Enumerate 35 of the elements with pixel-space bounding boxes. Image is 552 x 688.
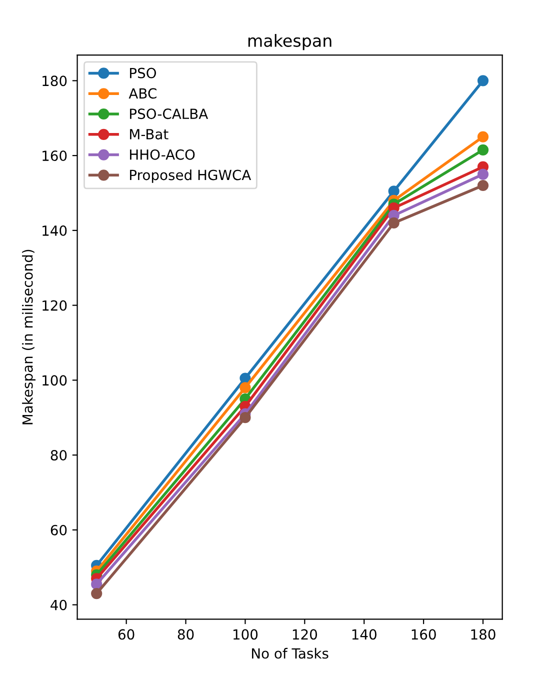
x-tick-label: 100 <box>233 629 258 640</box>
x-tick-label: 160 <box>412 629 436 640</box>
y-tick-label: 40 <box>50 600 67 610</box>
y-tick-label: 80 <box>50 450 67 461</box>
point <box>91 588 102 600</box>
legend-label: HHO-ACO <box>130 149 195 160</box>
legend-label: M-Bat <box>130 129 168 140</box>
y-tick-label: 160 <box>42 150 67 162</box>
point <box>477 75 489 86</box>
x-tick-label: 140 <box>352 629 376 640</box>
point <box>240 412 251 424</box>
x-tick-label: 180 <box>471 629 496 640</box>
chart-title: makespan <box>248 34 332 50</box>
point <box>477 180 489 192</box>
y-tick-label: 120 <box>42 300 67 311</box>
x-axis-title: No of Tasks <box>252 648 328 659</box>
point <box>477 144 489 156</box>
y-axis-title: Makespan (in milisecond) <box>22 250 36 424</box>
point <box>477 168 489 180</box>
y-tick-label: 140 <box>42 225 67 236</box>
legend-label: PSO-CALBA <box>130 108 208 120</box>
y-tick-label: 180 <box>42 76 67 86</box>
legend-label: ABC <box>128 88 156 99</box>
point <box>91 578 102 590</box>
x-tick-label: 80 <box>178 629 194 640</box>
point <box>388 186 400 197</box>
point <box>240 382 251 394</box>
y-tick-label: 100 <box>42 375 67 386</box>
legend-label: Proposed HGWCA <box>130 169 252 183</box>
point <box>477 131 489 142</box>
legend-label: PSO <box>130 68 156 78</box>
x-tick-label: 120 <box>292 629 317 640</box>
point <box>388 217 400 228</box>
x-tick-label: 60 <box>118 629 134 640</box>
y-tick-label: 60 <box>50 524 67 536</box>
